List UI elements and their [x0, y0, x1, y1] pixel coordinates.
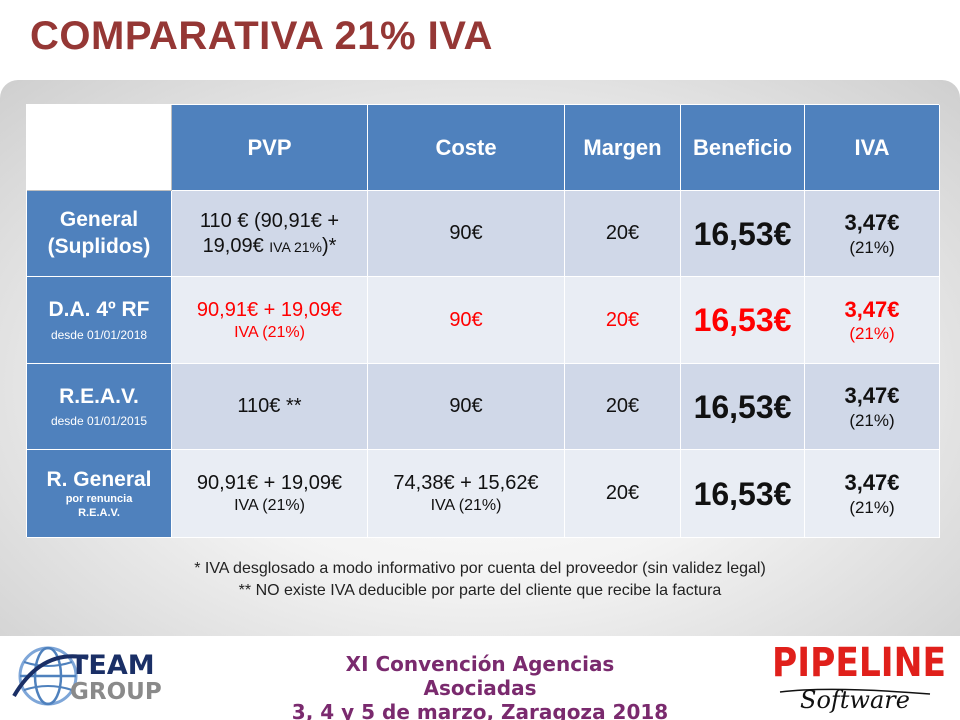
column-header-margen: Margen — [565, 105, 681, 191]
cell-iva-reav: 3,47€ (21%) — [805, 364, 940, 450]
event-dates: 3, 4 y 5 de marzo, Zaragoza 2018 — [291, 700, 669, 720]
logo-pipeline-text: PIPELINE — [772, 642, 946, 686]
logo-software-text: Software — [800, 686, 910, 714]
beneficio-rgeneral-value: 16,53€ — [693, 475, 792, 512]
logo-team-text: TEAM — [70, 650, 155, 681]
cell-coste-general: 90€ — [368, 191, 565, 277]
row-header-reav-label: R.E.A.V. — [59, 384, 139, 408]
cell-iva-da4rf: 3,47€ (21%) — [805, 277, 940, 364]
row-header-reav: R.E.A.V. desde 01/01/2015 — [27, 364, 172, 450]
cell-pvp-reav: 110€ ** — [172, 364, 368, 450]
row-header-da4rf-date: desde 01/01/2018 — [50, 327, 148, 342]
row-header-general: General (Suplidos) — [27, 191, 172, 277]
pvp-general-amount: 19,09€ — [202, 234, 270, 257]
pipeline-logo: PIPELINE Software — [772, 642, 946, 714]
iva-rgeneral-percent: (21%) — [849, 497, 895, 517]
cell-iva-rgeneral: 3,47€ (21%) — [805, 450, 940, 538]
cell-margen-general: 20€ — [565, 191, 681, 277]
pvp-rgeneral-line1: 90,91€ + 19,09€ — [196, 472, 343, 494]
iva-general-value: 3,47€ — [844, 210, 900, 236]
iva-rgeneral-value: 3,47€ — [844, 470, 900, 496]
event-footer: XI Convención Agencias Asociadas 3, 4 y … — [290, 652, 670, 720]
coste-rgeneral-line1: 74,38€ + 15,62€ — [393, 472, 539, 494]
cell-beneficio-da4rf: 16,53€ — [681, 277, 805, 364]
row-header-reav-date: desde 01/01/2015 — [50, 414, 148, 429]
cell-margen-da4rf: 20€ — [565, 277, 681, 364]
iva-reav-value: 3,47€ — [844, 383, 900, 409]
logo-swoosh — [779, 688, 931, 695]
pvp-da4rf-line1: 90,91€ + 19,09€ — [196, 298, 343, 321]
cell-beneficio-reav: 16,53€ — [681, 364, 805, 450]
footnote-2: ** NO existe IVA deducible por parte del… — [238, 582, 722, 599]
event-name: XI Convención Agencias Asociadas — [345, 652, 615, 700]
column-header-pvp: PVP — [172, 105, 368, 191]
pvp-da4rf-line2: IVA (21%) — [234, 323, 305, 341]
pvp-general-footnote-mark: )* — [321, 234, 337, 257]
row-header-da4rf-label: D.A. 4º RF — [48, 298, 150, 322]
cell-pvp-general: 110 € (90,91€ + 19,09€ IVA 21%)* — [172, 191, 368, 277]
cell-beneficio-general: 16,53€ — [681, 191, 805, 277]
cell-iva-general: 3,47€ (21%) — [805, 191, 940, 277]
iva-da4rf-percent: (21%) — [849, 324, 895, 344]
beneficio-da4rf-value: 16,53€ — [693, 302, 792, 338]
slide-title: COMPARATIVA 21% IVA — [30, 14, 493, 58]
footnote-1: * IVA desglosado a modo informativo por … — [194, 560, 766, 577]
iva-da4rf-value: 3,47€ — [844, 296, 900, 322]
cell-pvp-da4rf: 90,91€ + 19,09€ IVA (21%) — [172, 277, 368, 364]
cell-pvp-rgeneral: 90,91€ + 19,09€ IVA (21%) — [172, 450, 368, 538]
row-header-general-line2: (Suplidos) — [47, 234, 151, 258]
table-corner-cell — [27, 105, 172, 191]
coste-rgeneral-line2: IVA (21%) — [430, 497, 502, 514]
pvp-general-line2: 19,09€ IVA 21%)* — [203, 234, 337, 259]
beneficio-general-value: 16,53€ — [693, 215, 792, 252]
row-header-rgeneral: R. General por renuncia R.E.A.V. — [27, 450, 172, 538]
cell-coste-rgeneral: 74,38€ + 15,62€ IVA (21%) — [368, 450, 565, 538]
cell-beneficio-rgeneral: 16,53€ — [681, 450, 805, 538]
cell-margen-reav: 20€ — [565, 364, 681, 450]
row-header-general-line1: General — [59, 208, 139, 232]
iva-reav-percent: (21%) — [849, 410, 895, 430]
globe-icon — [12, 646, 89, 706]
cell-coste-da4rf: 90€ — [368, 277, 565, 364]
pvp-rgeneral-line2: IVA (21%) — [234, 497, 305, 514]
cell-margen-rgeneral: 20€ — [565, 450, 681, 538]
comparison-table: PVP Coste Margen Beneficio IVA General (… — [26, 104, 940, 538]
pvp-general-line1: 110 € (90,91€ + — [199, 209, 340, 232]
column-header-beneficio: Beneficio — [681, 105, 805, 191]
beneficio-reav-value: 16,53€ — [693, 388, 792, 425]
teamgroup-logo: TEAM GROUP — [12, 646, 162, 706]
cell-coste-reav: 90€ — [368, 364, 565, 450]
footnotes: * IVA desglosado a modo informativo por … — [0, 558, 960, 602]
iva-general-percent: (21%) — [849, 237, 895, 257]
row-header-rgeneral-sub1: por renuncia — [65, 492, 133, 505]
row-header-rgeneral-sub2: R.E.A.V. — [78, 506, 120, 519]
row-header-rgeneral-label: R. General — [46, 467, 152, 491]
pvp-general-iva-note: IVA 21% — [269, 238, 322, 255]
column-header-iva: IVA — [805, 105, 940, 191]
column-header-coste: Coste — [368, 105, 565, 191]
row-header-da4rf: D.A. 4º RF desde 01/01/2018 — [27, 277, 172, 364]
logo-group-text: GROUP — [70, 679, 162, 705]
